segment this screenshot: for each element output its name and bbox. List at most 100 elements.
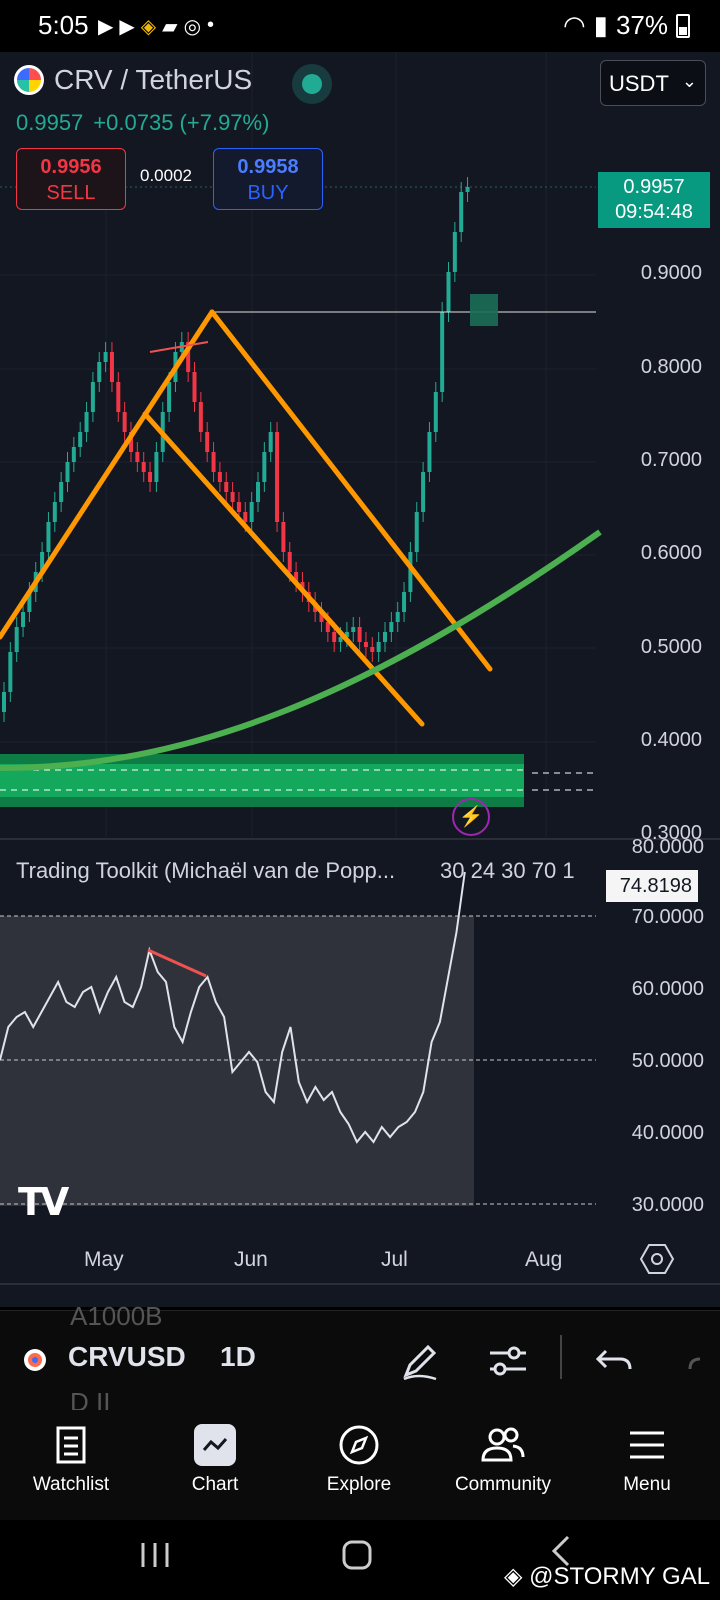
back-icon[interactable] bbox=[548, 1534, 572, 1568]
candle-body bbox=[275, 432, 280, 522]
pencil-icon[interactable] bbox=[398, 1339, 442, 1383]
status-bar: 5:05 ▶ ▶ ◈ ▰ ◎ • ◠ ▮ 37% bbox=[0, 0, 720, 52]
candle-body bbox=[370, 647, 375, 652]
bottom-nav: Watchlist Chart Explore Community bbox=[0, 1410, 720, 1520]
indicator-title[interactable]: Trading Toolkit (Michaël van de Popp... bbox=[16, 858, 396, 883]
oscillator-line bbox=[0, 871, 466, 1144]
interval-selector[interactable]: 1D bbox=[220, 1341, 256, 1372]
dot-icon: • bbox=[207, 14, 215, 36]
current-price-tag: 0.9957 09:54:48 bbox=[598, 172, 710, 228]
candle-body bbox=[402, 592, 407, 612]
candle-body bbox=[8, 652, 13, 692]
crv-logo-icon bbox=[14, 65, 44, 95]
coinmarketcap-icon: ◎ bbox=[183, 16, 202, 38]
system-nav-bar: ◈ @STORMY GAL bbox=[0, 1520, 720, 1600]
candle-body bbox=[90, 382, 95, 412]
candle-body bbox=[122, 412, 127, 432]
time-axis-label: Jun bbox=[234, 1248, 268, 1271]
candle-body bbox=[414, 512, 419, 552]
osc-axis-label: 80.0000 bbox=[631, 836, 704, 858]
redo-icon[interactable] bbox=[684, 1339, 720, 1383]
spread-value: 0.0002 bbox=[140, 166, 192, 185]
chart-pane[interactable]: CRV / TetherUS USDT ⌄ 0.9957 +0.0735 (+7… bbox=[0, 52, 720, 1307]
nav-chart[interactable]: Chart bbox=[150, 1424, 280, 1496]
sell-button[interactable]: 0.9956 SELL bbox=[16, 148, 126, 210]
candle-body bbox=[427, 432, 432, 472]
candle-body bbox=[198, 402, 203, 432]
symbol-header[interactable]: CRV / TetherUS bbox=[14, 64, 252, 96]
home-icon[interactable] bbox=[340, 1538, 374, 1572]
candle-body bbox=[205, 432, 210, 452]
price-axis-label: 0.3000 bbox=[640, 822, 702, 840]
candle-body bbox=[325, 622, 330, 632]
toolbar-divider bbox=[560, 1335, 562, 1379]
watermark-text: @STORMY GAL bbox=[529, 1563, 710, 1590]
nav-community[interactable]: Community bbox=[438, 1424, 568, 1496]
candle-body bbox=[452, 232, 457, 272]
candle-body bbox=[135, 452, 140, 462]
candle-body bbox=[40, 552, 45, 572]
currency-select[interactable]: USDT ⌄ bbox=[600, 60, 706, 106]
cards-icon: ▰ bbox=[162, 16, 178, 38]
candle-body bbox=[46, 522, 51, 552]
flash-icon[interactable]: ⚡ bbox=[452, 798, 490, 836]
nav-menu[interactable]: Menu bbox=[582, 1424, 712, 1496]
candle-body bbox=[148, 472, 153, 482]
osc-axis-label: 40.0000 bbox=[631, 1122, 704, 1144]
candle-body bbox=[186, 342, 191, 372]
candle-body bbox=[433, 392, 438, 432]
recent-apps-icon[interactable] bbox=[138, 1540, 172, 1570]
candlestick-series bbox=[2, 177, 470, 722]
oscillator-divergence-line bbox=[147, 948, 207, 978]
buy-button[interactable]: 0.9958 BUY bbox=[213, 148, 323, 210]
symbol-selector[interactable]: CRVUSD bbox=[68, 1341, 186, 1372]
undo-icon[interactable] bbox=[592, 1339, 636, 1383]
currency-value: USDT bbox=[609, 71, 669, 96]
candle-body bbox=[446, 272, 451, 312]
candle-body bbox=[376, 642, 381, 652]
time-axis-label: May bbox=[84, 1248, 124, 1271]
candle-body bbox=[116, 382, 121, 412]
binance-icon: ◈ bbox=[504, 1563, 523, 1590]
nav-explore[interactable]: Explore bbox=[294, 1424, 424, 1496]
candle-body bbox=[129, 432, 133, 452]
sliders-icon[interactable] bbox=[486, 1339, 530, 1383]
chart-canvas[interactable] bbox=[0, 52, 720, 1307]
nav-label: Menu bbox=[623, 1474, 671, 1495]
candle-body bbox=[287, 552, 292, 572]
candle-body bbox=[141, 462, 146, 472]
candle-body bbox=[281, 522, 286, 552]
candle-body bbox=[465, 187, 470, 192]
candle-body bbox=[52, 502, 57, 522]
chart-settings-icon[interactable] bbox=[640, 1242, 674, 1276]
price-divergence-line bbox=[149, 341, 209, 353]
notification-icons: ▶ ▶ ◈ ▰ ◎ • bbox=[98, 14, 214, 39]
candle-body bbox=[249, 502, 254, 522]
candle-body bbox=[268, 432, 273, 452]
symbol-title[interactable]: CRV / TetherUS bbox=[54, 64, 253, 95]
battery-icon bbox=[676, 13, 690, 38]
nav-watchlist[interactable]: Watchlist bbox=[6, 1424, 136, 1496]
price-tag-countdown: 09:54:48 bbox=[615, 201, 693, 223]
candle-body bbox=[71, 447, 76, 462]
candle-body bbox=[236, 502, 241, 512]
candle-body bbox=[167, 382, 172, 412]
candle-body bbox=[192, 372, 197, 402]
candle-body bbox=[319, 612, 324, 622]
support-zone bbox=[0, 754, 596, 807]
candle-body bbox=[344, 632, 349, 637]
last-price: 0.9957 bbox=[16, 110, 84, 135]
candle-body bbox=[421, 472, 426, 512]
price-axis-label: 0.8000 bbox=[640, 356, 702, 378]
watchlist-icon bbox=[56, 1426, 86, 1464]
candle-body bbox=[27, 592, 32, 612]
order-block bbox=[470, 294, 498, 326]
candle-body bbox=[109, 352, 114, 382]
buy-label: BUY bbox=[247, 182, 289, 204]
crv-logo-icon bbox=[24, 1349, 46, 1371]
oscillator-shade bbox=[0, 916, 474, 1206]
chevron-down-icon: ⌄ bbox=[681, 71, 697, 91]
candle-body bbox=[59, 482, 64, 502]
candle-body bbox=[338, 637, 343, 642]
price-change: +0.0735 (+7.97%) bbox=[93, 110, 270, 135]
